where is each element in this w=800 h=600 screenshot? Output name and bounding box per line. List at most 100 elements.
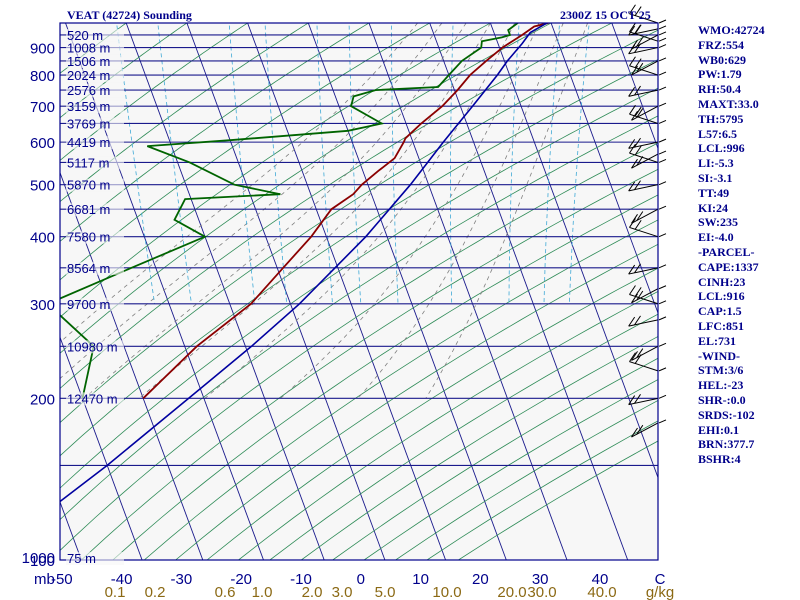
wind-barb-flag (634, 263, 641, 274)
wind-barb-flag (629, 285, 636, 295)
height-label-background (66, 84, 124, 98)
wind-barb-tick (658, 31, 667, 36)
wind-barb-tick (658, 37, 667, 42)
index-item: SW:235 (698, 215, 739, 230)
moist-adiabat-line (425, 23, 588, 399)
wind-barb-flag (636, 211, 644, 221)
temperature-tick-label: 30 (532, 571, 549, 588)
index-item: HEL:-23 (698, 378, 744, 393)
height-label: 1506 m (67, 54, 110, 69)
wind-barb-flag (634, 106, 642, 117)
mixing-ratio-line (228, 23, 256, 304)
index-item: WB0:629 (698, 52, 746, 67)
isotherm-line (247, 23, 447, 560)
height-label: 520 m (67, 28, 103, 43)
index-item: LFC:851 (698, 318, 744, 333)
wind-barb-staff (628, 28, 659, 36)
wind-barb-flag (629, 218, 636, 228)
height-label-background (66, 156, 124, 170)
wind-barb-tick (658, 419, 667, 424)
temperature-tick-label: 20 (472, 571, 489, 588)
wind-barb-flag (629, 56, 636, 67)
temperature-tick-label: 40 (592, 571, 609, 588)
dry-adiabat-line (269, 313, 658, 560)
wind-barb-staff (629, 152, 659, 163)
wind-barb-staff (631, 345, 659, 361)
indices-panel: WMO:42724 FRZ:554 WB0:629 PW:1.79 RH:50.4 MAX… (698, 23, 798, 467)
height-label: 8564 m (67, 261, 110, 276)
wind-barb-flag (629, 352, 636, 362)
mixing-ratio-line (348, 23, 362, 304)
dry-adiabat-line (301, 336, 658, 560)
sounding-profiles (60, 23, 550, 503)
index-item: PW:1.79 (698, 67, 742, 82)
height-label-background (66, 117, 124, 131)
height-label-background (66, 100, 124, 114)
index-item: SHR-:0.0 (698, 392, 746, 407)
wind-barb-tick (658, 316, 667, 321)
dry-adiabat-line (60, 23, 249, 161)
wind-barb-flag (634, 58, 642, 68)
wind-barb-flag (631, 427, 638, 438)
height-label: 3769 m (67, 116, 110, 131)
wind-barb-staff (628, 267, 659, 275)
height-label: 5870 m (67, 178, 110, 193)
wind-barb-staff (629, 226, 659, 238)
dry-adiabat-line (60, 142, 658, 552)
wind-barb-staff (629, 294, 659, 305)
isotherm-line (0, 23, 21, 560)
height-label: 2576 m (67, 83, 110, 98)
dry-adiabat-line (60, 23, 431, 281)
height-label-background (66, 297, 124, 311)
wind-barb-staff (629, 361, 659, 372)
index-item: CAP:1.5 (698, 304, 742, 319)
wind-barb-tick (658, 205, 667, 210)
index-item: SRDS:-102 (698, 407, 755, 422)
mixing-ratio-tick-label: 1.0 (252, 584, 273, 600)
mixing-ratio-line (508, 23, 520, 304)
pressure-tick-label: 400 (30, 230, 55, 247)
wind-barb-tick (658, 342, 667, 347)
dry-adiabat-line (81, 168, 658, 560)
wind-barb-flag (629, 4, 636, 15)
height-label: 3159 m (67, 99, 110, 114)
wind-barb-tick (658, 285, 667, 290)
index-item: LCL:916 (698, 289, 745, 304)
height-label: 6681 m (67, 202, 110, 217)
mixing-ratio-line (450, 23, 454, 304)
temperature-tick-label: -10 (290, 571, 312, 588)
isotherm-line (429, 23, 629, 560)
index-item: LCL:996 (698, 141, 745, 156)
chart-title: VEAT (42724) Sounding (67, 8, 192, 22)
wind-barb-flag (634, 24, 642, 35)
isotherm-line (60, 336, 143, 560)
wind-barb-tick (658, 44, 667, 49)
isotherm-line (611, 23, 658, 150)
wind-barb-flag (628, 44, 636, 55)
height-label-background (66, 340, 124, 354)
temperature-tick-label: -20 (230, 571, 252, 588)
height-label-background (66, 392, 124, 406)
wind-barb-staff (631, 34, 659, 50)
wind-barb-staff (631, 208, 659, 224)
isotherm-line (60, 171, 204, 560)
mixing-ratio-tick-label: 0.2 (145, 584, 166, 600)
wind-barb-flag (636, 108, 644, 118)
wind-barb-staff (631, 60, 659, 76)
index-item: SI:-3.1 (698, 170, 733, 185)
wind-barb-tick (658, 233, 667, 238)
pressure-tick-label: 200 (30, 391, 55, 408)
index-item: STM:3/6 (698, 363, 744, 378)
wind-barb-flag (629, 22, 636, 33)
index-item: TT:49 (698, 185, 730, 200)
pressure-tick-label: 600 (30, 135, 55, 152)
wind-barb-staff (629, 13, 659, 24)
wind-barb-tick (658, 25, 667, 30)
index-item: LI:-5.3 (698, 156, 734, 171)
wind-barbs (628, 4, 667, 438)
dry-adiabat-line (60, 23, 492, 318)
wind-barb-tick (658, 367, 667, 372)
dry-adiabat-line (60, 23, 370, 242)
index-item: -PARCEL- (698, 244, 755, 259)
mixing-ratio-tick-label: 0.6 (215, 584, 236, 600)
